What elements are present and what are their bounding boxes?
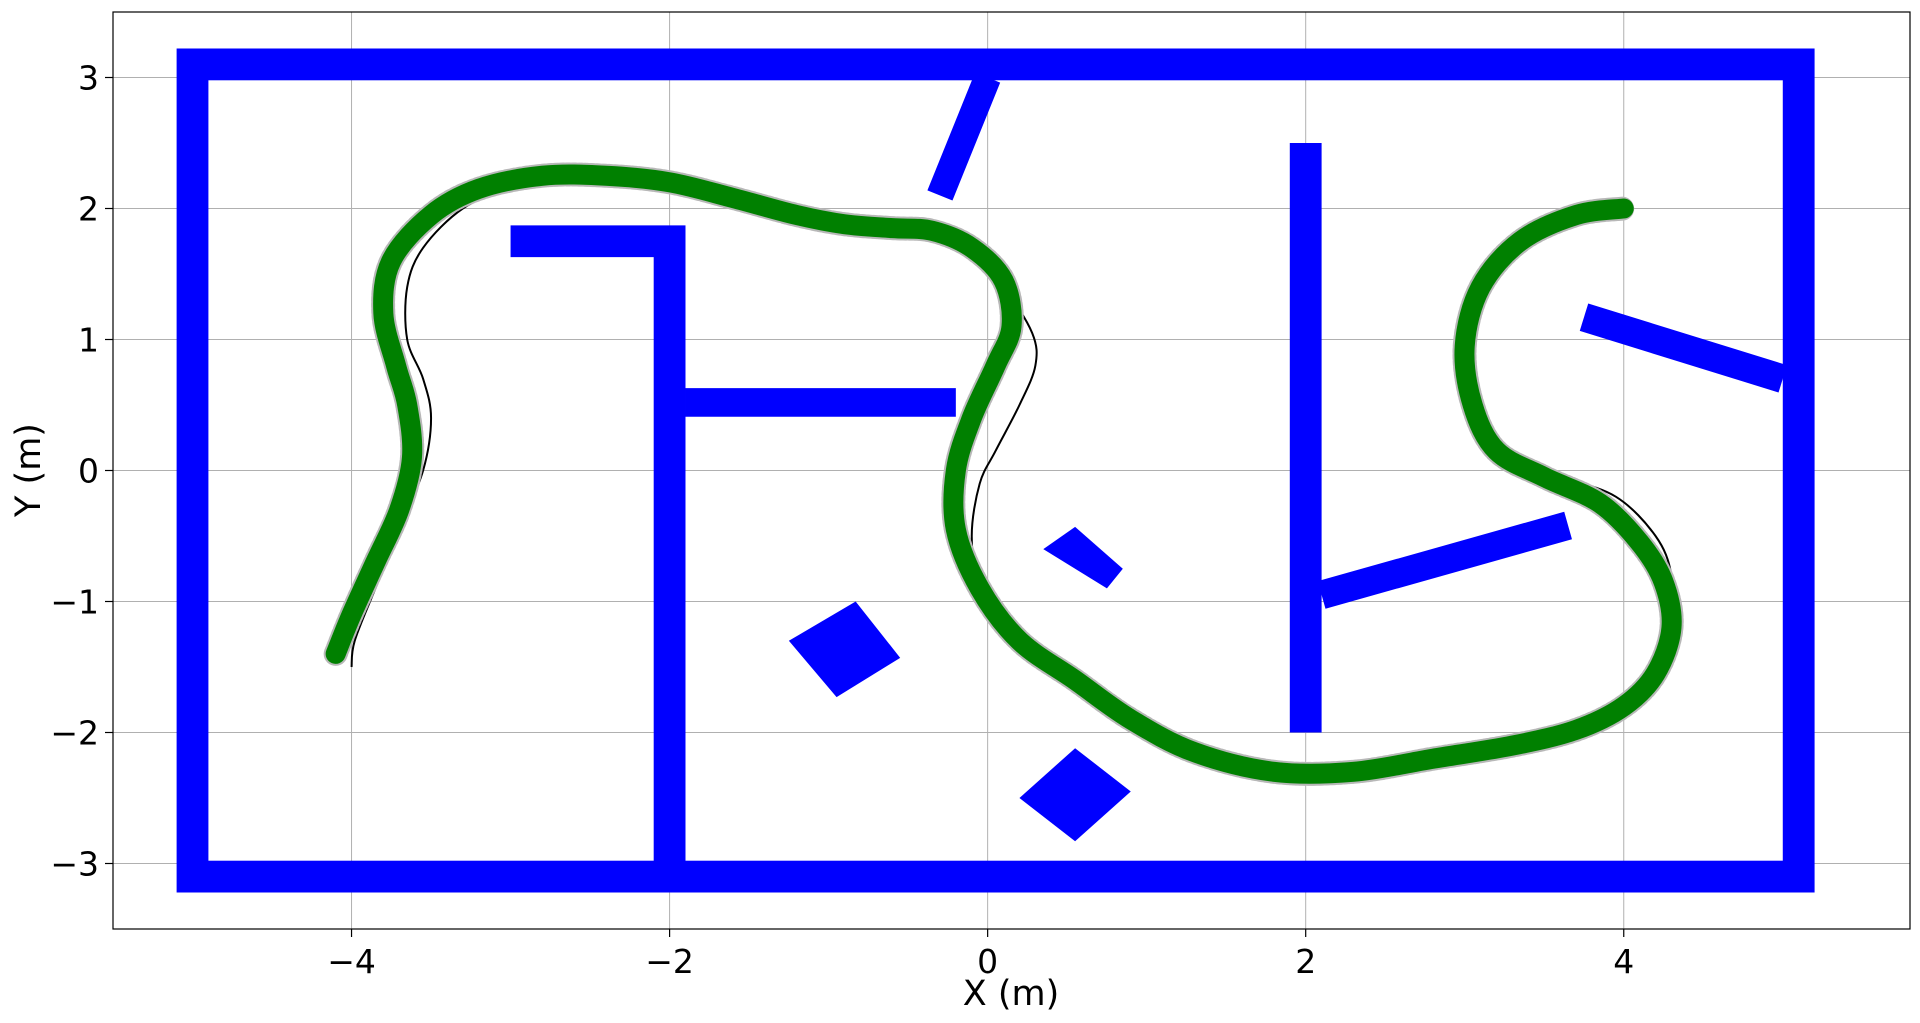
- obstacles: [176, 48, 1815, 893]
- y-tick-label: −3: [50, 845, 99, 884]
- block-diamond-left: [788, 601, 901, 698]
- y-tick-label: 2: [78, 190, 99, 229]
- x-axis-label: X (m): [963, 974, 1060, 1014]
- y-tick-label: 0: [78, 452, 99, 491]
- wall-diagonal-top: [927, 72, 1001, 201]
- y-axis-label: Y (m): [9, 423, 49, 518]
- y-tick-label: 1: [78, 321, 99, 360]
- series-group: [323, 162, 1684, 786]
- x-tick-label: 4: [1613, 942, 1634, 981]
- outer-wall: [176, 48, 1815, 893]
- y-tick-label: −2: [50, 714, 99, 753]
- x-tick-label: 2: [1295, 942, 1316, 981]
- x-tick-label: 0: [977, 942, 998, 981]
- y-tick-label: −1: [50, 583, 99, 622]
- reference-path-line: [350, 181, 1675, 767]
- wall-diagonal-upper-right: [1579, 303, 1788, 393]
- block-small: [1043, 526, 1123, 589]
- y-tick-label: 3: [78, 59, 99, 98]
- x-tick-label: −2: [645, 942, 694, 981]
- wall-diagonal-mid-right: [1317, 511, 1572, 609]
- trajectory-line: [325, 164, 1682, 784]
- x-tick-label: −4: [327, 942, 376, 981]
- ticks: −4 −2 0 2 4 −3 −2 −1 0 1 2 3: [50, 59, 1634, 982]
- block-diamond-bottom: [1019, 748, 1131, 842]
